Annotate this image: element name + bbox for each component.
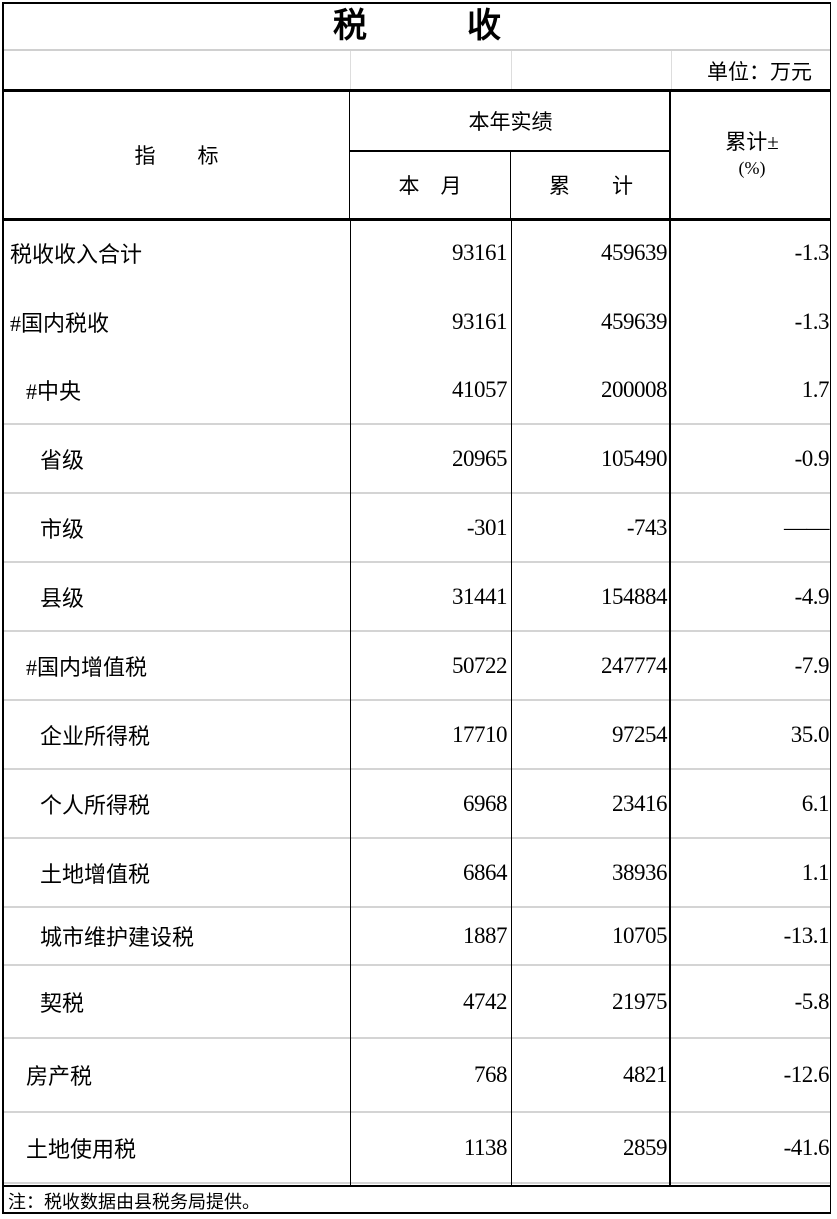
row-cumulative-value: 97254: [612, 721, 668, 747]
row-month-value: 4742: [463, 988, 508, 1014]
row-indicator: 税收收入合计: [10, 241, 143, 267]
table-row: #国内增值税 50722 247774 -7.9: [4, 632, 830, 701]
header-cum-change: 累计± (%): [669, 92, 833, 218]
row-cumulative-value: 38936: [612, 859, 668, 885]
row-indicator: 个人所得税: [40, 792, 151, 818]
row-indicator: #国内税收: [10, 310, 110, 336]
row-month-value: 50722: [452, 652, 508, 678]
unit-row: 单位：万元: [4, 51, 830, 92]
row-month-value: 93161: [452, 308, 508, 334]
footnote: 注：税收数据由县税务局提供。: [4, 1185, 830, 1214]
row-cumulative-value: 10705: [612, 923, 668, 948]
title-char: 税: [333, 8, 367, 45]
empty-cell: [511, 51, 672, 89]
header-cumulative: 累 计: [549, 174, 633, 198]
row-month-value: 93161: [452, 239, 508, 265]
table-row: 市级 -301 -743 ——: [4, 494, 830, 563]
row-change-value: -7.9: [794, 652, 830, 678]
row-month-value: -301: [466, 514, 508, 540]
row-indicator: 土地使用税: [26, 1136, 137, 1162]
row-change-value: ——: [784, 514, 830, 540]
row-indicator: #中央: [26, 378, 82, 404]
row-cumulative-value: 200008: [601, 376, 668, 402]
row-indicator: 土地增值税: [40, 861, 151, 887]
row-change-value: -5.8: [794, 988, 830, 1014]
table-row: 土地使用税 1138 2859 -41.6: [4, 1113, 830, 1184]
row-change-value: -0.9: [794, 445, 830, 471]
row-indicator: 房产税: [26, 1064, 93, 1089]
row-change-value: -12.6: [783, 1062, 830, 1087]
row-indicator: 城市维护建设税: [40, 925, 195, 950]
row-month-value: 1138: [463, 1134, 508, 1160]
row-indicator: 县级: [40, 585, 85, 611]
empty-cell: [350, 51, 512, 89]
row-cumulative-value: -743: [626, 514, 668, 540]
row-cumulative-value: 21975: [612, 988, 668, 1014]
row-month-value: 31441: [452, 583, 508, 609]
table-title: 税收: [4, 4, 830, 51]
table-row: #中央 41057 200008 1.7: [4, 356, 830, 425]
row-change-value: 6.1: [801, 790, 830, 816]
header-cum-change-unit: (%): [738, 158, 766, 178]
row-cumulative-value: 459639: [601, 308, 668, 334]
row-change-value: -41.6: [783, 1134, 830, 1160]
row-indicator: #国内增值税: [26, 654, 148, 680]
row-indicator: 省级: [40, 447, 85, 473]
row-month-value: 6968: [463, 790, 508, 816]
table-row: 县级 31441 154884 -4.9: [4, 563, 830, 632]
row-cumulative-value: 4821: [623, 1062, 668, 1087]
table-row: 契税 4742 21975 -5.8: [4, 966, 830, 1039]
table-row: #国内税收 93161 459639 -1.3: [4, 287, 830, 356]
title-char: 收: [467, 8, 501, 45]
empty-cell: [4, 51, 351, 89]
row-change-value: -1.3: [794, 308, 830, 334]
row-month-value: 768: [474, 1062, 508, 1087]
row-change-value: 1.7: [801, 376, 830, 402]
row-cumulative-value: 23416: [612, 790, 668, 816]
row-change-value: -13.1: [783, 923, 830, 948]
column-divider: [511, 218, 512, 1185]
column-divider: [350, 218, 351, 1185]
row-indicator: 契税: [40, 990, 85, 1016]
table-row: 城市维护建设税 1887 10705 -13.1: [4, 908, 830, 966]
row-cumulative-value: 459639: [601, 239, 668, 265]
row-indicator: 市级: [40, 516, 85, 542]
header-current-year: 本年实绩: [350, 92, 671, 152]
header-indicator: 指 标: [4, 92, 350, 218]
table-row: 税收收入合计 93161 459639 -1.3: [4, 218, 830, 287]
row-month-value: 17710: [452, 721, 508, 747]
row-month-value: 20965: [452, 445, 508, 471]
header-this-month: 本 月: [350, 152, 511, 218]
row-cumulative-value: 247774: [601, 652, 668, 678]
row-month-value: 41057: [452, 376, 508, 402]
row-cumulative-value: 105490: [601, 445, 668, 471]
table-row: 省级 20965 105490 -0.9: [4, 425, 830, 494]
table-row: 企业所得税 17710 97254 35.0: [4, 701, 830, 770]
header-cum-change-label: 累计±: [725, 130, 779, 154]
row-month-value: 1887: [463, 923, 508, 948]
column-divider: [669, 218, 671, 1185]
table-row: 个人所得税 6968 23416 6.1: [4, 770, 830, 839]
row-cumulative-value: 2859: [623, 1134, 668, 1160]
row-cumulative-value: 154884: [601, 583, 668, 609]
row-change-value: 35.0: [790, 721, 830, 747]
table-row: 土地增值税 6864 38936 1.1: [4, 839, 830, 908]
row-indicator: 企业所得税: [40, 723, 151, 749]
row-change-value: -1.3: [794, 239, 830, 265]
row-change-value: 1.1: [801, 859, 830, 885]
row-month-value: 6864: [463, 859, 508, 885]
table-row: 房产税 768 4821 -12.6: [4, 1039, 830, 1113]
row-change-value: -4.9: [794, 583, 830, 609]
unit-label: 单位：万元: [707, 60, 812, 84]
table-header: 指 标 本年实绩 本 月 累 计 累计± (%): [4, 92, 830, 221]
